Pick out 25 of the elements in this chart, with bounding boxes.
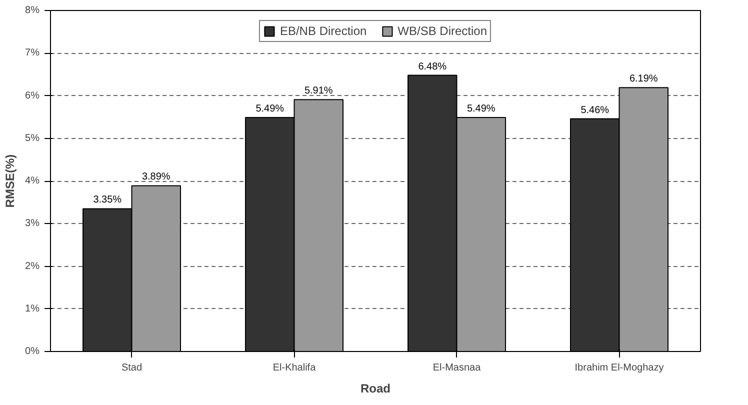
data-label: 6.19% — [629, 74, 658, 85]
y-tick-label: 8% — [25, 5, 40, 16]
y-tick-label: 4% — [25, 176, 40, 186]
legend-label: WB/SB Direction — [398, 24, 488, 38]
data-label: 5.49% — [256, 103, 284, 114]
y-axis-title: RMSE(%) — [3, 154, 18, 208]
data-label: 3.35% — [93, 194, 122, 206]
x-tick-label: Stad — [121, 362, 142, 374]
y-tick-label: 3% — [25, 218, 40, 230]
x-tick-label: El-Masnaa — [432, 362, 482, 374]
data-label: 6.48% — [418, 61, 447, 72]
y-tick-label: 0% — [25, 346, 40, 357]
y-tick-label: 1% — [25, 303, 40, 314]
data-label: 5.46% — [580, 104, 610, 116]
x-tick-label: El-Khalifa — [272, 362, 316, 374]
legend-label: EB/NB Direction — [280, 24, 367, 38]
data-label: 5.49% — [466, 103, 496, 114]
data-label: 5.91% — [304, 86, 333, 97]
x-tick-label: Ibrahim El-Moghazy — [574, 362, 664, 374]
y-tick-label: 2% — [25, 260, 40, 272]
x-axis-title: Road — [360, 382, 390, 396]
y-tick-label: 7% — [25, 48, 40, 59]
y-tick-label: 6% — [25, 90, 40, 102]
y-tick-label: 5% — [25, 132, 40, 144]
data-label: 3.89% — [142, 172, 170, 183]
